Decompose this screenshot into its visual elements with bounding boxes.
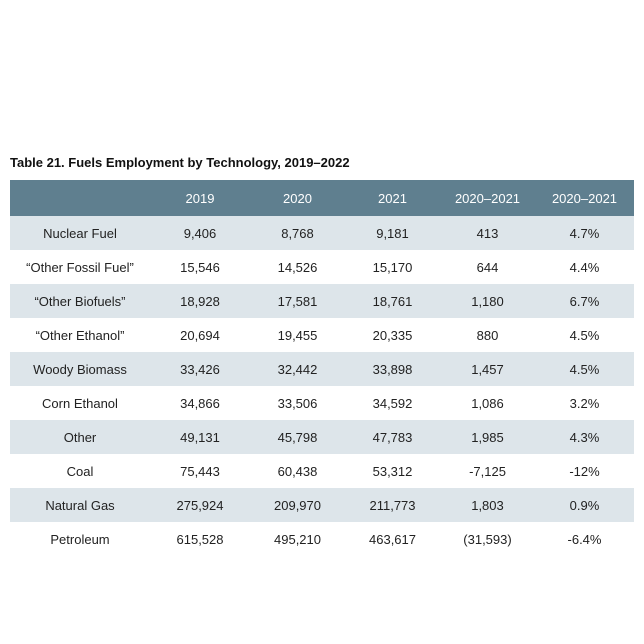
- row-label: Corn Ethanol: [42, 395, 118, 411]
- table-cell: 1,086: [471, 395, 504, 411]
- table-cell: (31,593): [463, 531, 512, 547]
- table-cell: 18,761: [345, 284, 440, 318]
- table-row: Nuclear Fuel 9,406 8,768 9,181 413 4.7%: [10, 216, 634, 250]
- table-cell: 75,443: [180, 463, 220, 479]
- row-label: Other: [10, 420, 150, 454]
- table-cell: 3.2%: [569, 395, 600, 411]
- table-cell: 34,592: [372, 395, 413, 411]
- table-cell: 615,528: [176, 531, 224, 547]
- table-cell: 33,426: [150, 352, 250, 386]
- table-row: Coal 75,443 60,438 53,312 -7,125 -12%: [10, 454, 634, 488]
- table-cell: 19,455: [277, 327, 318, 343]
- table-cell: 463,617: [369, 531, 416, 547]
- table-cell: 644: [476, 259, 499, 275]
- table-cell: 33,898: [345, 352, 440, 386]
- header-cell: 2021: [345, 180, 440, 216]
- table-row: “Other Biofuels” 18,928 17,581 18,761 1,180 6…: [10, 284, 634, 318]
- table-cell: 20,694: [180, 327, 220, 343]
- header-cell: 2020–2021: [440, 180, 535, 216]
- table-cell: 209,970: [250, 488, 345, 522]
- header-row: 2019 2020 2021 2020–2021 2020–2021: [10, 180, 634, 216]
- table-cell: 495,210: [274, 531, 321, 547]
- table-row: “Other Fossil Fuel” 15,546 14,526 15,170 644…: [10, 250, 634, 284]
- table-cell: 0.9%: [535, 488, 634, 522]
- table-cell: -6.4%: [567, 531, 602, 547]
- table-cell: 18,928: [150, 284, 250, 318]
- table-cell: 4.4%: [569, 259, 600, 275]
- table-cell: 4.5%: [535, 352, 634, 386]
- table-title: Table 21. Fuels Employment by Technology…: [10, 155, 350, 170]
- table-cell: -7,125: [469, 463, 506, 479]
- table-cell: 34,866: [180, 395, 220, 411]
- table-cell: 15,546: [180, 259, 220, 275]
- data-table: 2019 2020 2021 2020–2021 2020–2021 Nuclear F…: [10, 180, 634, 556]
- table-cell: 49,131: [150, 420, 250, 454]
- table-cell: 32,442: [250, 352, 345, 386]
- table-cell: 1,180: [440, 284, 535, 318]
- table-cell: 20,335: [372, 327, 413, 343]
- row-label: “Other Ethanol”: [35, 327, 125, 343]
- header-cell: 2020–2021: [535, 180, 634, 216]
- table-cell: 47,783: [345, 420, 440, 454]
- table-row: Natural Gas 275,924 209,970 211,773 1,803 0.9…: [10, 488, 634, 522]
- table-row: Corn Ethanol 34,866 33,506 34,592 1,086 3.2%: [10, 386, 634, 420]
- table-cell: 1,457: [440, 352, 535, 386]
- table-cell: 9,181: [345, 216, 440, 250]
- header-cell: 2019: [150, 180, 250, 216]
- table-cell: 4.7%: [535, 216, 634, 250]
- table-cell: 45,798: [250, 420, 345, 454]
- table-row: Petroleum 615,528 495,210 463,617 (31,593) -6…: [10, 522, 634, 556]
- table-cell: -12%: [569, 463, 600, 479]
- table-cell: 211,773: [345, 488, 440, 522]
- table-cell: 53,312: [372, 463, 413, 479]
- table-cell: 6.7%: [535, 284, 634, 318]
- table-cell: 14,526: [277, 259, 318, 275]
- table-cell: 880: [476, 327, 499, 343]
- table-row: Other 49,131 45,798 47,783 1,985 4.3%: [10, 420, 634, 454]
- table-cell: 15,170: [372, 259, 413, 275]
- table-cell: 17,581: [250, 284, 345, 318]
- header-cell: 2020: [250, 180, 345, 216]
- row-label: “Other Biofuels”: [10, 284, 150, 318]
- table-cell: 4.5%: [569, 327, 600, 343]
- table-row: “Other Ethanol” 20,694 19,455 20,335 880 4.5%: [10, 318, 634, 352]
- row-label: “Other Fossil Fuel”: [26, 259, 134, 275]
- table-cell: 9,406: [150, 216, 250, 250]
- row-label: Woody Biomass: [10, 352, 150, 386]
- table-cell: 1,985: [440, 420, 535, 454]
- table-cell: 4.3%: [535, 420, 634, 454]
- row-label: Nuclear Fuel: [10, 216, 150, 250]
- header-cell: [10, 180, 150, 216]
- table-cell: 60,438: [277, 463, 318, 479]
- table-cell: 275,924: [150, 488, 250, 522]
- table-cell: 1,803: [440, 488, 535, 522]
- row-label: Petroleum: [50, 531, 110, 547]
- table-cell: 8,768: [250, 216, 345, 250]
- row-label: Coal: [66, 463, 94, 479]
- table-cell: 33,506: [277, 395, 318, 411]
- row-label: Natural Gas: [10, 488, 150, 522]
- table-cell: 413: [440, 216, 535, 250]
- table-row: Woody Biomass 33,426 32,442 33,898 1,457 4.5%: [10, 352, 634, 386]
